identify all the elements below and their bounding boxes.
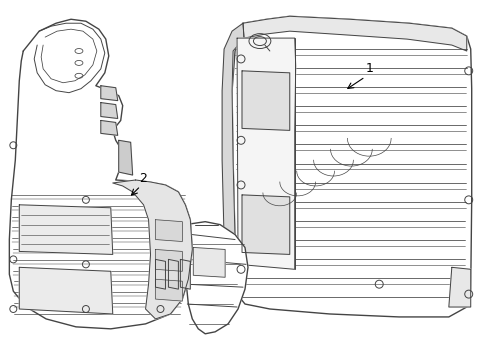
Polygon shape bbox=[222, 23, 244, 307]
Polygon shape bbox=[155, 249, 182, 271]
Polygon shape bbox=[101, 121, 118, 135]
Polygon shape bbox=[101, 103, 118, 118]
Polygon shape bbox=[193, 247, 225, 277]
Text: 1: 1 bbox=[366, 62, 373, 75]
Polygon shape bbox=[232, 16, 472, 317]
Polygon shape bbox=[119, 140, 133, 175]
Polygon shape bbox=[237, 38, 295, 269]
Text: 2: 2 bbox=[139, 171, 147, 185]
Polygon shape bbox=[101, 86, 118, 100]
Polygon shape bbox=[185, 222, 248, 334]
Polygon shape bbox=[242, 195, 290, 255]
Polygon shape bbox=[113, 180, 192, 319]
Polygon shape bbox=[169, 260, 178, 289]
Polygon shape bbox=[180, 260, 190, 289]
Polygon shape bbox=[155, 279, 182, 301]
Polygon shape bbox=[242, 71, 290, 130]
Polygon shape bbox=[19, 205, 113, 255]
Polygon shape bbox=[9, 19, 192, 329]
Polygon shape bbox=[19, 267, 113, 314]
Polygon shape bbox=[449, 267, 471, 307]
Polygon shape bbox=[155, 220, 182, 242]
Polygon shape bbox=[243, 16, 467, 51]
Polygon shape bbox=[155, 260, 166, 289]
